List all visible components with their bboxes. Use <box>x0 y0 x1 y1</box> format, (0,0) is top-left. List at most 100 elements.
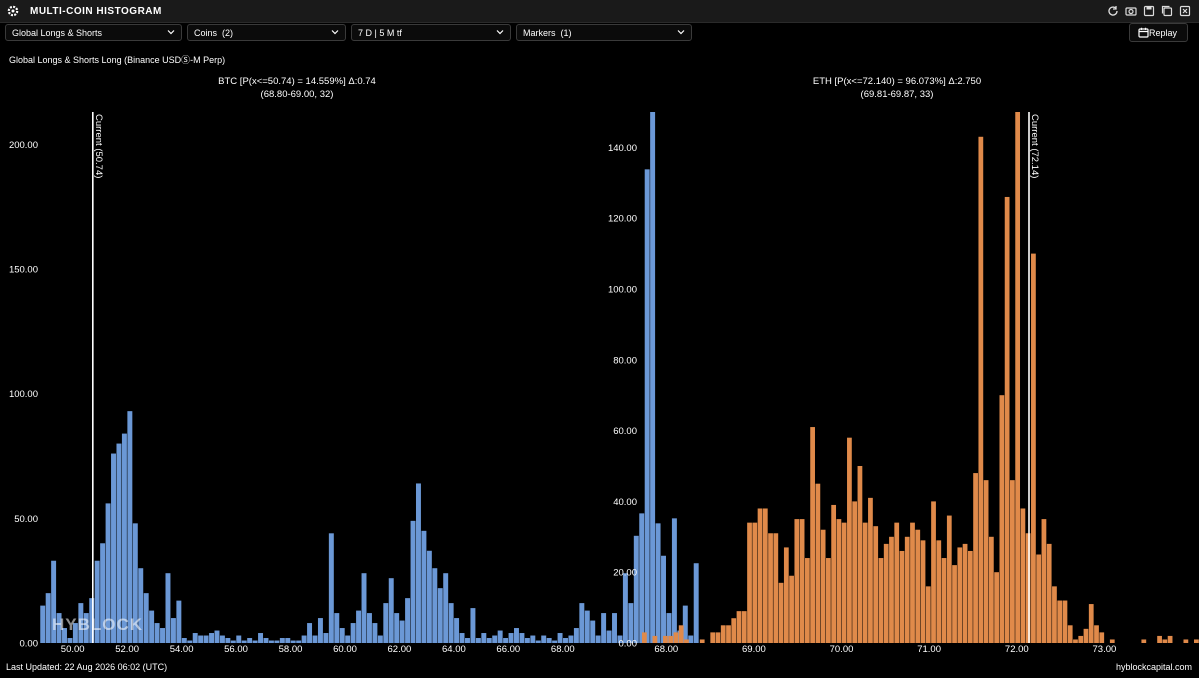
btc-bar <box>671 518 677 643</box>
title-bar: MULTI-COIN HISTOGRAM <box>0 0 1199 23</box>
btc-bar <box>503 638 509 643</box>
btc-bar <box>219 635 225 643</box>
btc-x-tick-label: 52.00 <box>115 644 139 655</box>
eth-bar <box>699 639 705 643</box>
eth-x-tick-label: 70.00 <box>830 644 854 655</box>
btc-bar <box>448 603 454 643</box>
eth-bar <box>726 625 731 643</box>
replay-label: Replay <box>1148 27 1177 38</box>
eth-bar <box>952 565 957 643</box>
eth-bar <box>967 550 973 643</box>
markers-dropdown[interactable]: Markers (1) <box>516 24 692 41</box>
btc-bar <box>236 635 242 643</box>
btc-bar <box>143 593 149 643</box>
eth-bar <box>826 558 831 643</box>
btc-bar <box>230 640 236 643</box>
eth-bar <box>983 480 989 643</box>
eth-bar <box>894 522 900 643</box>
btc-bar <box>568 635 574 643</box>
eth-bar <box>799 519 805 643</box>
btc-bar <box>301 635 307 643</box>
last-updated: Last Updated: 22 Aug 2026 06:02 (UTC) <box>6 662 168 672</box>
btc-y-tick-label: 200.00 <box>9 140 38 151</box>
eth-bar <box>899 550 905 643</box>
eth-bar <box>783 547 789 643</box>
coins-dropdown[interactable]: Coins (2) <box>187 24 346 41</box>
eth-bar <box>941 558 947 643</box>
eth-bar <box>1020 508 1026 643</box>
btc-bar <box>394 613 400 643</box>
btc-bar <box>563 638 568 643</box>
btc-bar <box>279 638 285 643</box>
btc-bar <box>639 513 645 643</box>
eth-bar <box>1094 625 1099 643</box>
eth-bar <box>663 635 668 643</box>
eth-bar <box>957 547 963 643</box>
btc-chart-title: BTC [P(x<=50.74) = 14.559%] Δ:0.74 <box>218 76 376 87</box>
metric-dropdown[interactable]: Global Longs & Shorts <box>5 24 182 41</box>
chevron-down-icon <box>331 30 339 35</box>
eth-bar <box>810 427 815 643</box>
btc-bar <box>579 603 585 643</box>
gear-icon[interactable] <box>6 4 20 18</box>
btc-bar <box>437 588 443 643</box>
eth-bar <box>889 536 894 643</box>
eth-bar <box>1167 635 1173 643</box>
eth-bar <box>673 632 679 643</box>
eth-bar <box>1046 543 1052 643</box>
eth-bar <box>789 575 794 643</box>
btc-bar <box>432 568 438 643</box>
btc-x-tick-label: 50.00 <box>61 644 85 655</box>
eth-bar <box>925 586 931 643</box>
btc-bar <box>443 573 449 643</box>
btc-bar <box>312 635 318 643</box>
btc-bar <box>274 640 280 643</box>
camera-icon[interactable] <box>1125 4 1137 16</box>
replay-button[interactable]: Replay <box>1129 23 1188 42</box>
save-icon[interactable] <box>1143 4 1155 17</box>
eth-bar <box>857 466 863 643</box>
btc-y-tick-label: 50.00 <box>14 514 38 525</box>
copy-icon[interactable] <box>1161 4 1173 17</box>
btc-x-tick-label: 64.00 <box>442 644 466 655</box>
btc-bar <box>497 630 503 643</box>
eth-bar <box>1099 632 1105 643</box>
histogram-charts: BTC [P(x<=50.74) = 14.559%] Δ:0.74 (68.80… <box>9 76 1199 655</box>
eth-x-tick-label: 73.00 <box>1093 644 1117 655</box>
btc-bar <box>258 633 264 643</box>
btc-bar <box>377 635 383 643</box>
eth-bar <box>883 543 889 643</box>
eth-bar <box>804 558 810 643</box>
btc-bar <box>655 523 661 643</box>
eth-x-tick-label: 71.00 <box>917 644 941 655</box>
btc-bar <box>132 523 138 643</box>
btc-x-tick-label: 60.00 <box>333 644 357 655</box>
site-link[interactable]: hyblockcapital.com <box>1115 662 1192 672</box>
btc-x-tick-label: 58.00 <box>279 644 303 655</box>
eth-bar <box>1083 628 1089 643</box>
btc-bar <box>72 623 78 643</box>
eth-bar <box>946 515 952 643</box>
btc-bar <box>192 633 198 643</box>
eth-bar <box>1067 625 1073 643</box>
eth-bar <box>962 543 968 643</box>
eth-bar <box>994 572 999 643</box>
btc-bar <box>356 610 362 643</box>
btc-bar <box>203 635 209 643</box>
refresh-icon[interactable] <box>1107 4 1119 16</box>
btc-bar <box>426 550 432 643</box>
eth-bar <box>752 522 758 643</box>
eth-bar <box>904 536 910 643</box>
btc-bar <box>388 578 394 643</box>
timeframe-dropdown[interactable]: 7 D | 5 M tf <box>351 24 511 41</box>
watermark-logo: HYBLOCK <box>52 615 143 634</box>
btc-bar <box>546 638 552 643</box>
eth-x-tick-label: 68.00 <box>654 644 678 655</box>
btc-bar <box>51 560 57 643</box>
btc-bar <box>67 638 73 643</box>
btc-bar <box>62 628 67 643</box>
eth-y-tick-label: 0.00 <box>619 639 638 650</box>
btc-bar <box>535 640 541 643</box>
close-icon[interactable] <box>1179 4 1191 17</box>
btc-bar <box>187 640 193 643</box>
